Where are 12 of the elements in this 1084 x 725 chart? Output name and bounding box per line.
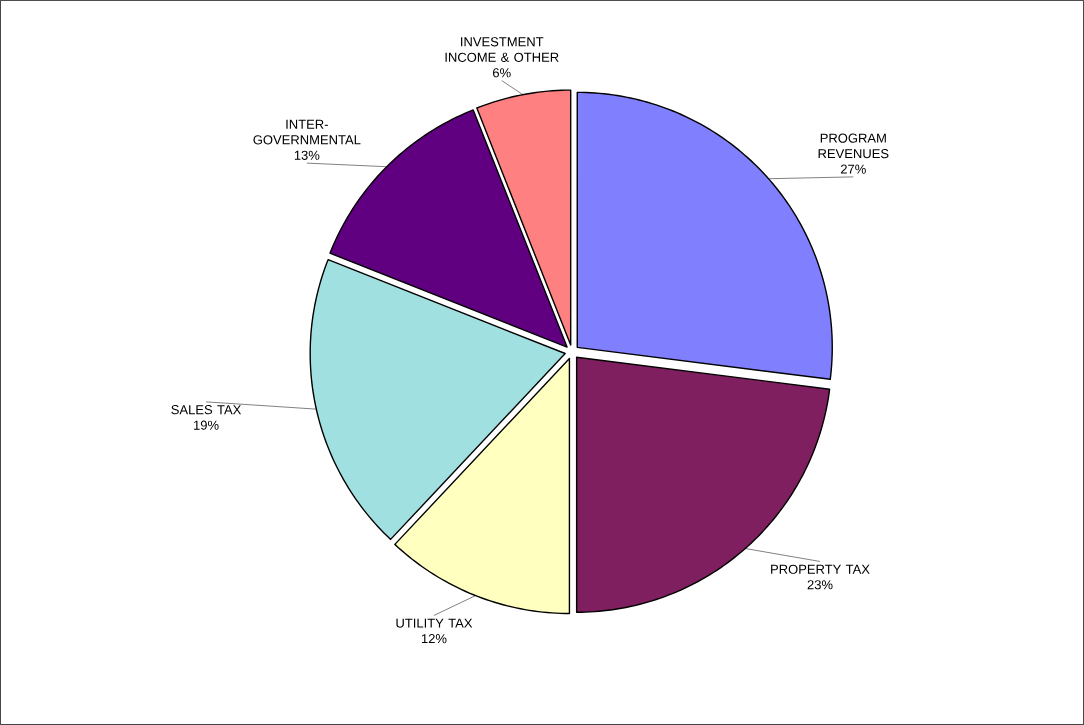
data-label: 13%: [294, 150, 320, 160]
data-label: 23%: [807, 580, 833, 590]
slice-label: PROPERTY TAX: [771, 564, 870, 574]
data-label: 12%: [421, 634, 447, 644]
slice-label: UTILITY TAX: [396, 618, 473, 628]
slice-label: SALES TAX: [171, 405, 242, 415]
data-label: 27%: [840, 164, 866, 174]
slice-label: INTER-GOVERNMENTAL: [253, 119, 361, 145]
slice-label: INVESTMENT INCOME & OTHER: [445, 37, 559, 62]
slice-label: PROGRAM REVENUES: [818, 133, 889, 159]
data-label: 19%: [194, 420, 219, 430]
data-label: 6%: [493, 68, 511, 78]
